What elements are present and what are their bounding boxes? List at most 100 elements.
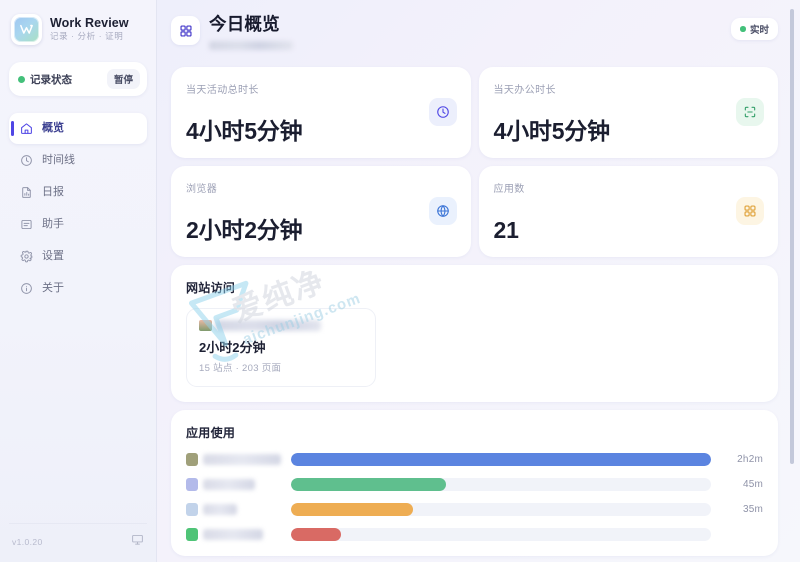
home-icon bbox=[19, 122, 33, 136]
panel-title: 网站访问 bbox=[186, 280, 236, 295]
brand-name: Work Review bbox=[50, 16, 129, 31]
sidebar-footer: v1.0.20 bbox=[9, 523, 147, 562]
logo-tile bbox=[14, 17, 39, 42]
brand-tagline: 记录 · 分析 · 证明 bbox=[50, 31, 124, 42]
sidebar-item-about[interactable]: 关于 bbox=[9, 273, 147, 304]
app-usage-row[interactable]: 45m bbox=[186, 478, 763, 492]
stat-value: 21 bbox=[493, 216, 519, 243]
vertical-scrollbar[interactable] bbox=[789, 9, 794, 464]
brand-text: Work Review 记录 · 分析 · 证明 bbox=[50, 17, 129, 41]
stat-card-app-count[interactable]: 应用数 21 bbox=[478, 165, 778, 257]
live-badge[interactable]: 实时 bbox=[731, 18, 778, 40]
app-usage-time: 45m bbox=[742, 479, 763, 491]
sidebar-item-label: 日报 bbox=[42, 186, 64, 198]
app-logo bbox=[11, 14, 42, 45]
site-favicon bbox=[199, 319, 212, 331]
app-name-redacted bbox=[186, 478, 281, 492]
report-icon bbox=[19, 186, 33, 200]
stat-value: 4小时5分钟 bbox=[493, 117, 611, 144]
sidebar-item-daily-report[interactable]: 日报 bbox=[9, 177, 147, 208]
site-visits-panel: 网站访问 2小时2分钟 15 站点 · 203 页面 bbox=[171, 264, 778, 403]
page-title: 今日概览 bbox=[209, 14, 280, 34]
focus-icon bbox=[736, 98, 764, 127]
app-name-bar bbox=[203, 479, 255, 491]
site-name-bar bbox=[215, 319, 321, 331]
app-name-redacted bbox=[186, 528, 281, 542]
stat-card-office-time[interactable]: 当天办公时长 4小时5分钟 bbox=[478, 66, 778, 158]
app-icon bbox=[186, 503, 198, 517]
sidebar-item-label: 助手 bbox=[42, 218, 64, 230]
stat-card-total-activity[interactable]: 当天活动总时长 4小时5分钟 bbox=[171, 66, 471, 158]
site-entry-card[interactable]: 2小时2分钟 15 站点 · 203 页面 bbox=[186, 307, 376, 388]
app-icon bbox=[186, 453, 198, 467]
usage-bar-fill bbox=[291, 528, 342, 542]
record-status-card: 记录状态 暂停 bbox=[9, 62, 147, 96]
assistant-icon bbox=[19, 218, 33, 232]
record-status-label: 记录状态 bbox=[30, 73, 72, 86]
app-usage-time: 35m bbox=[742, 504, 763, 516]
sidebar-item-label: 时间线 bbox=[42, 154, 75, 166]
sidebar-item-timeline[interactable]: 时间线 bbox=[9, 145, 147, 176]
app-name-bar bbox=[203, 504, 237, 516]
pause-button[interactable]: 暂停 bbox=[106, 69, 140, 89]
app-usage-row[interactable]: 35m bbox=[186, 503, 763, 517]
page-header: 今日概览 实时 bbox=[171, 0, 778, 50]
sidebar-item-overview[interactable]: 概览 bbox=[9, 113, 147, 144]
sidebar-item-label: 概览 bbox=[42, 122, 64, 134]
usage-bar-track bbox=[291, 503, 711, 517]
app-usage-panel: 应用使用 2h2m 45m 35m bbox=[171, 410, 778, 557]
stat-label: 浏览器 bbox=[186, 183, 218, 195]
clock-icon bbox=[19, 154, 33, 168]
site-meta: 15 站点 · 203 页面 bbox=[199, 363, 282, 375]
app-usage-row[interactable] bbox=[186, 528, 763, 542]
app-icon bbox=[186, 478, 198, 492]
site-duration: 2小时2分钟 bbox=[199, 339, 266, 355]
sidebar-item-label: 关于 bbox=[42, 282, 64, 294]
usage-bar-fill bbox=[291, 453, 711, 467]
w-glyph-icon bbox=[20, 24, 33, 34]
stat-value: 4小时5分钟 bbox=[186, 117, 303, 144]
status-dot-icon bbox=[18, 75, 25, 83]
sidebar-item-assistant[interactable]: 助手 bbox=[9, 209, 147, 240]
brand: Work Review 记录 · 分析 · 证明 bbox=[0, 0, 156, 51]
monitor-icon[interactable] bbox=[131, 533, 144, 551]
usage-bar-fill bbox=[291, 478, 447, 492]
app-version: v1.0.20 bbox=[12, 537, 43, 547]
app-name-bar bbox=[203, 454, 281, 466]
header-text: 今日概览 bbox=[209, 14, 731, 50]
stat-card-grid: 当天活动总时长 4小时5分钟 当天办公时长 4小时5分钟 bbox=[171, 66, 778, 257]
live-badge-label: 实时 bbox=[749, 25, 769, 36]
clock-icon bbox=[428, 98, 457, 127]
gear-icon bbox=[19, 250, 33, 264]
globe-icon bbox=[428, 197, 457, 226]
sidebar: Work Review 记录 · 分析 · 证明 记录状态 暂停 概览 bbox=[0, 0, 157, 562]
usage-bar-track bbox=[291, 453, 711, 467]
stat-value: 2小时2分钟 bbox=[186, 216, 303, 243]
stat-card-browser[interactable]: 浏览器 2小时2分钟 bbox=[171, 165, 471, 257]
app-usage-time: 2h2m bbox=[737, 454, 763, 466]
sidebar-item-settings[interactable]: 设置 bbox=[9, 241, 147, 272]
panel-title: 应用使用 bbox=[186, 426, 236, 441]
main-content: 今日概览 实时 当天活动总时长 4小时5分钟 bbox=[157, 0, 800, 562]
app-name-bar bbox=[203, 529, 263, 541]
stat-label: 当天活动总时长 bbox=[186, 84, 259, 96]
page-subtitle-redacted bbox=[209, 40, 293, 50]
usage-bar-fill bbox=[291, 503, 413, 517]
app-icon bbox=[186, 528, 198, 542]
grid-icon bbox=[736, 197, 764, 226]
stat-label: 当天办公时长 bbox=[493, 84, 556, 96]
app-name-redacted bbox=[186, 453, 281, 467]
app-usage-row[interactable]: 2h2m bbox=[186, 453, 763, 467]
live-dot-icon bbox=[740, 26, 746, 32]
site-name-redacted bbox=[199, 319, 321, 331]
usage-bar-track bbox=[291, 528, 711, 542]
app-name-redacted bbox=[186, 503, 281, 517]
stat-label: 应用数 bbox=[493, 183, 525, 195]
info-icon bbox=[19, 282, 33, 296]
sidebar-item-label: 设置 bbox=[42, 250, 64, 262]
grid-icon bbox=[171, 16, 200, 45]
usage-bar-track bbox=[291, 478, 711, 492]
scroll-area: 今日概览 实时 当天活动总时长 4小时5分钟 bbox=[157, 0, 800, 562]
sidebar-nav: 概览 时间线 日报 bbox=[0, 113, 156, 304]
